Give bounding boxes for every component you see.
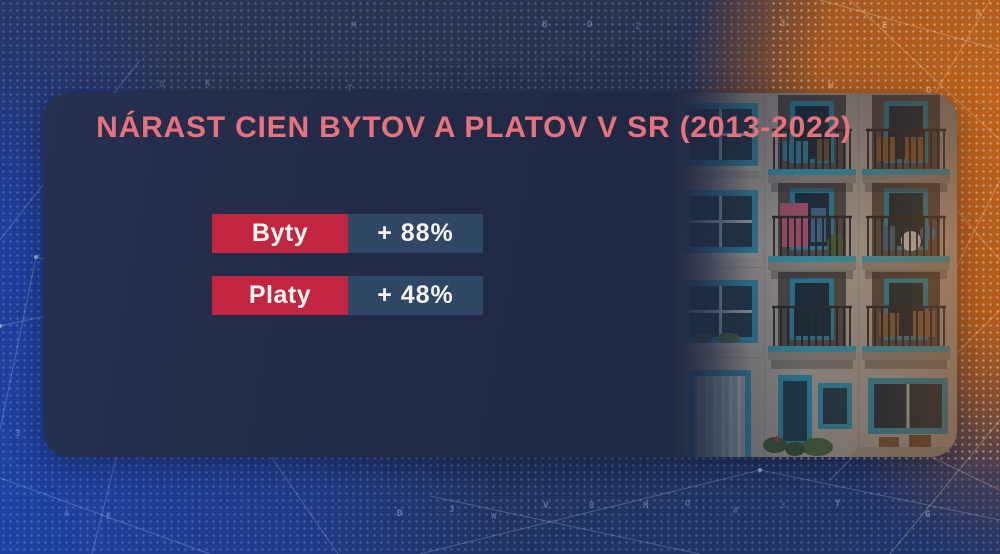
apartment-building-photo bbox=[665, 93, 957, 457]
apartment-building-illustration bbox=[665, 93, 957, 457]
info-card: NÁRAST CIEN BYTOV A PLATOV V SR (2013-20… bbox=[43, 93, 957, 457]
stat-row-platy: Platy + 48% bbox=[212, 276, 483, 315]
stat-label-platy: Platy bbox=[212, 276, 348, 315]
stat-row-byty: Byty + 88% bbox=[212, 214, 483, 253]
stat-value-platy: + 48% bbox=[348, 276, 483, 315]
stat-value-byty: + 88% bbox=[348, 214, 483, 253]
panel-title: NÁRAST CIEN BYTOV A PLATOV V SR (2013-20… bbox=[96, 111, 852, 144]
stat-rows: Byty + 88% Platy + 48% bbox=[212, 214, 483, 338]
stat-label-byty: Byty bbox=[212, 214, 348, 253]
